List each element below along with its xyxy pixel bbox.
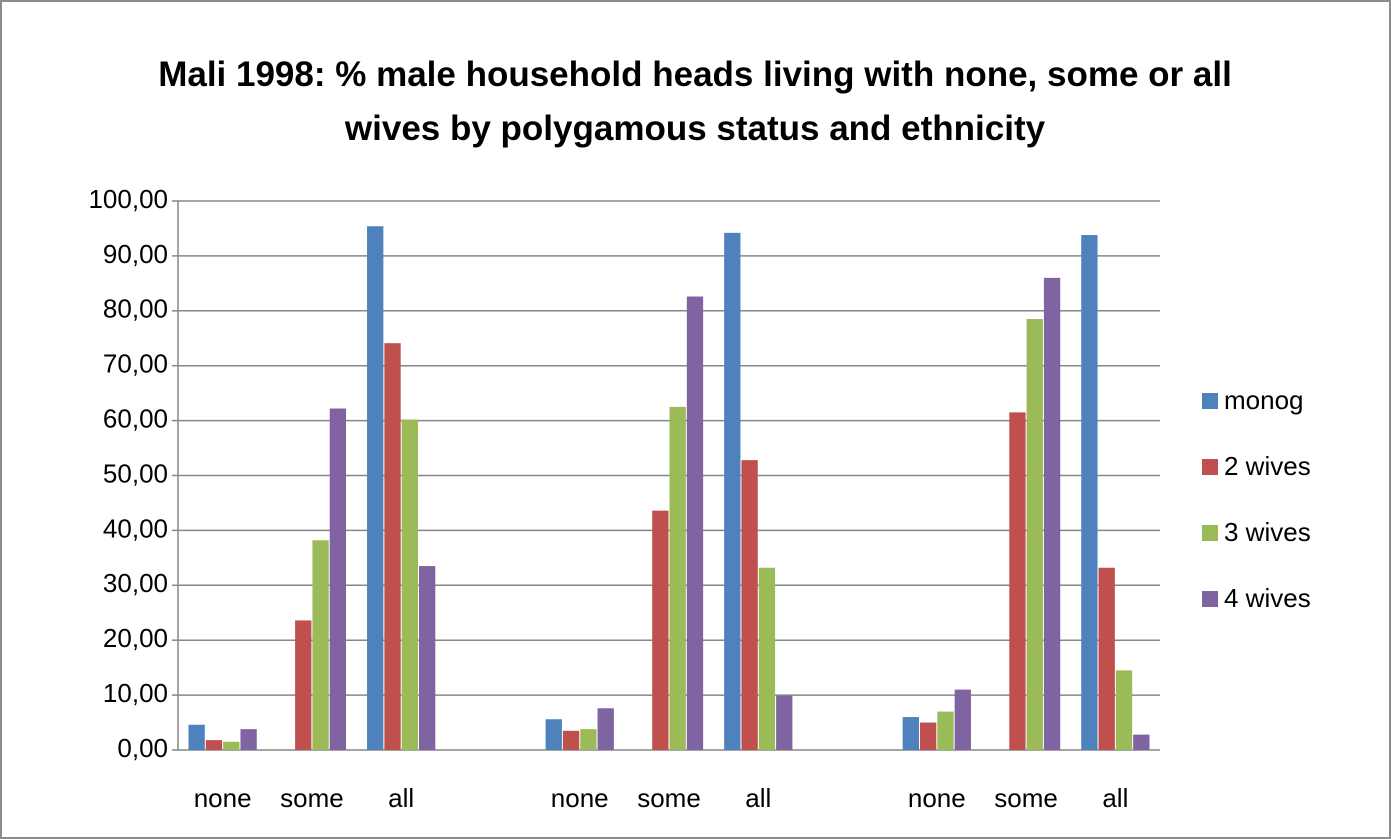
bar <box>920 722 937 750</box>
bar <box>223 741 240 750</box>
bar <box>776 695 793 750</box>
bar <box>724 232 741 751</box>
bar <box>669 406 686 750</box>
y-tick-label: 100,00 <box>88 184 168 214</box>
y-tick-label: 20,00 <box>103 623 168 653</box>
bar <box>902 717 919 750</box>
bar <box>367 226 384 750</box>
x-tick-label: none <box>551 783 609 813</box>
bar <box>401 419 418 750</box>
legend-swatch <box>1202 459 1218 475</box>
y-tick-label: 70,00 <box>103 349 168 379</box>
bar <box>1133 734 1150 750</box>
y-tick-label: 10,00 <box>103 678 168 708</box>
y-tick-label: 0,00 <box>117 733 168 763</box>
bar <box>580 729 597 750</box>
y-tick-label: 30,00 <box>103 568 168 598</box>
legend-swatch <box>1202 591 1218 607</box>
bar <box>329 408 347 750</box>
x-tick-label: all <box>1102 783 1128 813</box>
x-tick-label: none <box>194 783 252 813</box>
x-tick-label: all <box>388 783 414 813</box>
bar <box>686 296 704 750</box>
y-tick-label: 90,00 <box>103 239 168 269</box>
x-tick-label: some <box>637 783 701 813</box>
y-tick-label: 60,00 <box>103 403 168 433</box>
bar <box>384 343 401 750</box>
legend-swatch <box>1202 393 1218 409</box>
bar <box>188 724 205 750</box>
bar <box>419 566 436 750</box>
x-tick-label: some <box>280 783 344 813</box>
bar <box>1043 277 1061 750</box>
bar <box>937 711 954 750</box>
bar <box>545 719 562 750</box>
y-tick-label: 40,00 <box>103 513 168 543</box>
bar <box>597 708 614 750</box>
bar <box>1115 670 1133 750</box>
bar <box>240 729 257 750</box>
y-tick-label: 80,00 <box>103 294 168 324</box>
y-tick-label: 50,00 <box>103 458 168 488</box>
legend-label: 2 wives <box>1224 451 1311 481</box>
bar <box>312 540 329 750</box>
bar <box>295 620 312 750</box>
legend-label: 3 wives <box>1224 517 1311 547</box>
bar <box>1098 567 1115 750</box>
legend-label: monog <box>1224 385 1304 415</box>
bar <box>1026 319 1043 750</box>
bar <box>562 730 580 750</box>
bar <box>205 740 223 750</box>
bar <box>741 460 758 750</box>
bar <box>652 510 669 750</box>
bar <box>1009 412 1026 750</box>
bar <box>954 689 971 750</box>
chart-title: Mali 1998: % male household heads living… <box>158 55 1232 148</box>
bar <box>1081 235 1098 751</box>
legend-swatch <box>1202 525 1218 541</box>
x-tick-label: none <box>908 783 966 813</box>
bar <box>758 567 776 750</box>
x-tick-label: all <box>745 783 771 813</box>
legend-label: 4 wives <box>1224 583 1311 613</box>
x-tick-label: some <box>994 783 1058 813</box>
